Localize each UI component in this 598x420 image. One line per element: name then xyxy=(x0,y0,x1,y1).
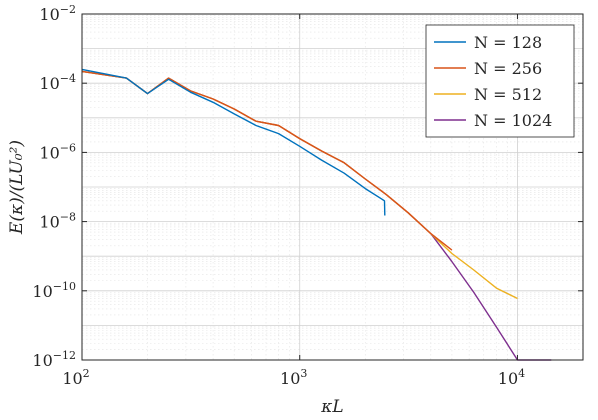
y-tick-exponent: −12 xyxy=(53,349,76,362)
x-axis-ticks: 102 103 104 xyxy=(62,14,525,388)
x-tick-label: 104 xyxy=(498,367,525,388)
legend-entry-label: N = 1024 xyxy=(474,111,552,130)
x-tick-base: 10 xyxy=(498,369,518,388)
legend: N = 128 N = 256 N = 512 N = 1024 xyxy=(425,24,575,138)
series-layer xyxy=(81,68,552,361)
y-tick-base: 10 xyxy=(39,143,59,162)
series-line-128 xyxy=(81,68,386,216)
x-axis-label: κL xyxy=(320,397,343,417)
y-tick-exponent: −6 xyxy=(60,141,76,154)
y-tick-label: 10−10 xyxy=(32,280,76,301)
y-tick-base: 10 xyxy=(39,5,59,24)
y-tick-base: 10 xyxy=(39,213,59,232)
x-tick-exponent: 3 xyxy=(300,367,307,380)
legend-entry-label: N = 128 xyxy=(474,33,542,52)
y-tick-exponent: −10 xyxy=(53,280,76,293)
y-tick-exponent: −8 xyxy=(60,211,76,224)
plot-frame xyxy=(81,13,584,361)
y-tick-exponent: −2 xyxy=(60,3,76,16)
legend-box xyxy=(425,24,575,138)
x-tick-label: 102 xyxy=(62,367,89,388)
x-tick-base: 10 xyxy=(280,369,300,388)
y-tick-label: 10−8 xyxy=(39,211,76,232)
x-tick-exponent: 2 xyxy=(83,367,90,380)
y-tick-exponent: −4 xyxy=(60,72,76,85)
x-tick-label: 103 xyxy=(280,367,307,388)
y-tick-base: 10 xyxy=(32,351,52,370)
legend-entry-label: N = 256 xyxy=(474,59,542,78)
legend-entry-label: N = 512 xyxy=(474,85,542,104)
x-tick-base: 10 xyxy=(62,369,82,388)
y-tick-base: 10 xyxy=(32,282,52,301)
y-tick-label: 10−6 xyxy=(39,141,76,162)
x-tick-exponent: 4 xyxy=(518,367,525,380)
y-axis-label: E(κ)/(LU₀²) xyxy=(7,140,27,235)
y-tick-label: 10−4 xyxy=(39,72,76,93)
y-tick-label: 10−2 xyxy=(39,3,76,24)
y-tick-label: 10−12 xyxy=(32,349,76,370)
y-tick-base: 10 xyxy=(39,74,59,93)
